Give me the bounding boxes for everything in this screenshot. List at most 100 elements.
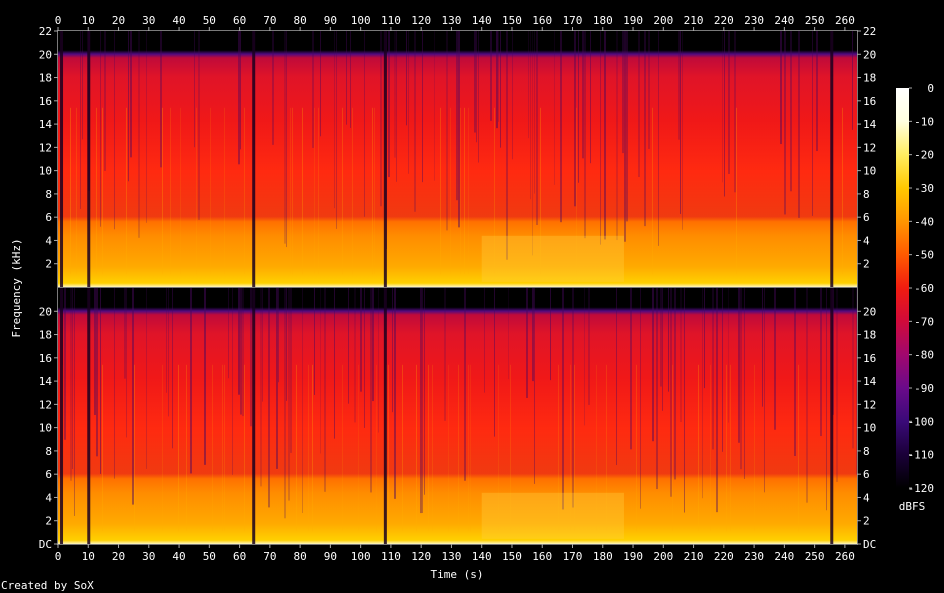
texture-stripe — [774, 288, 776, 430]
colorbar-tick-label: -80 — [914, 349, 934, 362]
y-tick-label-left: 22 — [39, 25, 52, 38]
texture-stripe — [284, 288, 286, 519]
texture-stripe — [722, 288, 723, 452]
texture-stripe — [712, 288, 714, 450]
colorbar-tick-label: -20 — [914, 149, 934, 162]
texture-stripe — [722, 31, 723, 183]
texture-stripe — [428, 364, 429, 532]
silence-bar — [252, 288, 256, 544]
texture-stripe — [842, 107, 843, 275]
texture-stripe — [784, 31, 786, 215]
texture-stripe — [500, 31, 501, 148]
texture-stripe — [820, 288, 822, 437]
texture-stripe — [432, 364, 433, 532]
texture-stripe — [450, 107, 451, 275]
x-tick-label-top: 130 — [442, 14, 462, 27]
texture-stripe — [160, 31, 162, 168]
texture-stripe — [672, 364, 673, 532]
y-tick-label-right: 8 — [863, 445, 870, 458]
y-tick-label-left: 20 — [39, 48, 52, 61]
x-tick-label-bottom: 40 — [172, 550, 185, 563]
texture-stripe — [312, 31, 314, 148]
texture-stripe — [224, 364, 225, 532]
texture-stripe — [146, 288, 147, 469]
y-tick-label-right: 16 — [863, 95, 876, 108]
texture-stripe — [334, 288, 335, 439]
colorbar-tick-label: -90 — [914, 382, 934, 395]
texture-stripe — [702, 288, 703, 499]
y-axis-label: Frequency (kHz) — [10, 238, 23, 337]
texture-stripe — [446, 31, 448, 231]
y-tick-label-right: 10 — [863, 422, 876, 435]
y-tick-label-left: 16 — [39, 95, 52, 108]
texture-stripe — [826, 288, 827, 511]
texture-stripe — [616, 31, 618, 241]
x-tick-label-top: 170 — [563, 14, 583, 27]
y-tick-label-left: 18 — [39, 329, 52, 342]
texture-stripe — [698, 364, 699, 532]
y-tick-label-right: DC — [863, 538, 876, 551]
texture-stripe — [716, 288, 718, 513]
x-tick-label-bottom: 130 — [442, 550, 462, 563]
texture-stripe — [334, 31, 335, 209]
texture-stripe — [606, 364, 607, 532]
texture-stripe — [658, 31, 659, 246]
texture-stripe — [232, 288, 233, 475]
texture-stripe — [370, 288, 372, 493]
y-tick-label-right: 20 — [863, 48, 876, 61]
silence-bar — [830, 31, 834, 287]
texture-stripe — [172, 288, 173, 449]
x-tick-label-bottom: 100 — [351, 550, 371, 563]
x-tick-label-bottom: 160 — [532, 550, 552, 563]
texture-stripe — [794, 288, 796, 456]
texture-stripe — [812, 31, 813, 216]
texture-stripe — [506, 31, 508, 260]
x-tick-label-top: 50 — [203, 14, 216, 27]
texture-stripe — [852, 288, 854, 449]
texture-stripe — [134, 364, 135, 532]
texture-stripe — [662, 288, 663, 411]
texture-stripe — [640, 288, 641, 509]
texture-stripe — [562, 288, 564, 510]
texture-stripe — [790, 31, 792, 192]
texture-stripe — [570, 364, 571, 532]
texture-stripe — [434, 31, 435, 181]
texture-stripe — [130, 31, 132, 158]
texture-stripe — [104, 31, 106, 171]
texture-stripe — [376, 364, 377, 532]
texture-stripe — [276, 288, 278, 469]
x-tick-label-top: 30 — [142, 14, 155, 27]
texture-stripe — [460, 107, 461, 275]
texture-stripe — [336, 31, 337, 229]
texture-stripe — [710, 364, 711, 532]
colorbar-tick-label: -120 — [908, 482, 935, 495]
texture-stripe — [314, 107, 315, 275]
texture-stripe — [314, 288, 315, 395]
texture-stripe — [302, 107, 303, 275]
texture-stripe — [630, 288, 632, 450]
texture-stripe — [576, 107, 577, 275]
colorbar-tick-label: -30 — [914, 182, 934, 195]
texture-stripe — [574, 364, 575, 532]
texture-stripe — [626, 31, 628, 222]
texture-stripe — [730, 364, 731, 532]
channel-panel — [57, 287, 858, 545]
texture-stripe — [724, 31, 725, 197]
x-tick-label-top: 110 — [381, 14, 401, 27]
colorbar-tick-label: -70 — [914, 315, 934, 328]
texture-stripe — [372, 107, 373, 275]
texture-stripe — [464, 288, 466, 481]
texture-stripe — [490, 31, 492, 121]
texture-stripe — [244, 107, 245, 275]
bright-region — [481, 235, 624, 282]
texture-stripe — [468, 107, 469, 275]
texture-stripe — [414, 31, 416, 212]
texture-stripe — [360, 288, 362, 392]
silence-bar — [830, 288, 834, 544]
texture-stripe — [194, 31, 195, 148]
texture-stripe — [464, 107, 465, 275]
texture-stripe — [532, 288, 534, 382]
texture-stripe — [296, 364, 297, 532]
texture-stripe — [350, 31, 351, 128]
x-axis-label: Time (s) — [431, 568, 484, 581]
